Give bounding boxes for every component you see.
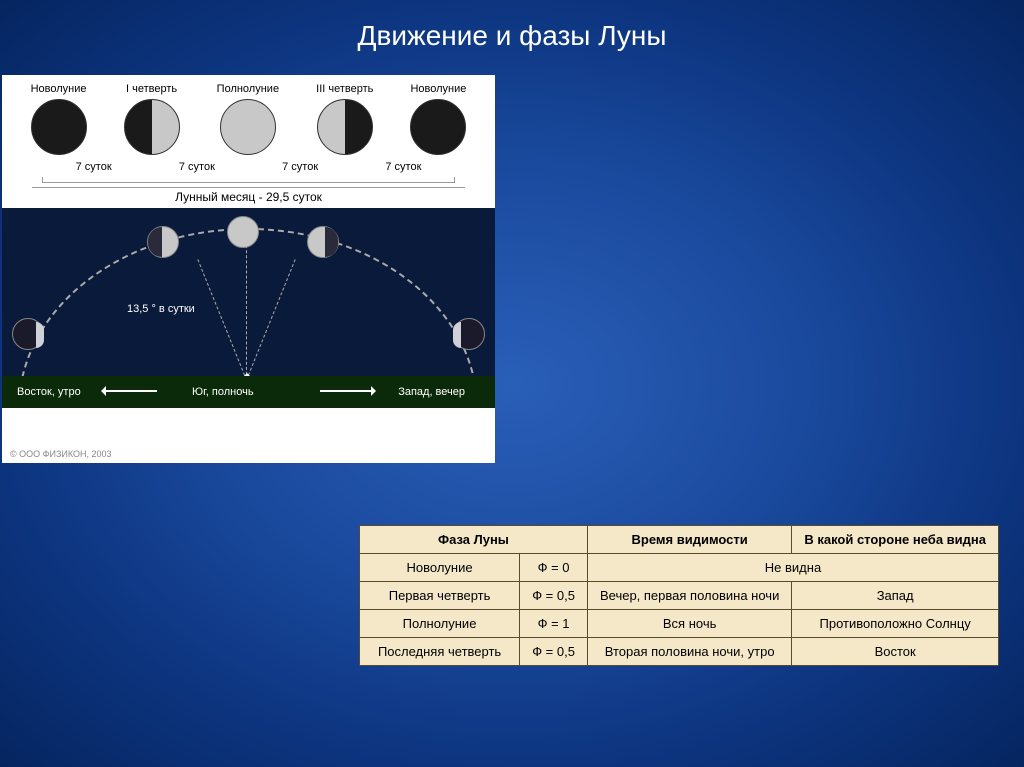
sky-moon-gibbous-2 [307,226,339,258]
ground-horizon: Восток, утро Юг, полночь Запад, вечер [2,376,495,408]
moon-new-icon [31,99,87,155]
cell-formula: Ф = 1 [520,610,588,638]
cell-formula: Ф = 0,5 [520,582,588,610]
cell-phase: Полнолуние [359,610,519,638]
moon-new-icon [410,99,466,155]
cell-time: Вся ночь [587,610,791,638]
table-header-row: Фаза Луны Время видимости В какой сторон… [359,526,998,554]
bracket-icon [42,175,455,183]
sky-moon-crescent-west [453,318,485,350]
header-side: В какой стороне неба видна [792,526,999,554]
phase-label: Новолуние [410,83,466,95]
phase-label: Новолуние [31,83,87,95]
moon-first-quarter-icon [124,99,180,155]
duration-label: 7 суток [282,161,318,173]
duration-label: 7 суток [385,161,421,173]
table-row: Новолуние Ф = 0 Не видна [359,554,998,582]
radial-line [246,235,247,380]
direction-west-label: Запад, вечер [398,386,465,398]
direction-south-label: Юг, полночь [192,386,254,398]
phase-label: Полнолуние [217,83,279,95]
sky-arc-diagram: 13,5 ° в сутки Восток, утро Юг, полночь … [2,208,495,408]
arrow-left-icon [102,390,157,392]
table-row: Первая четверть Ф = 0,5 Вечер, первая по… [359,582,998,610]
copyright-label: © ООО ФИЗИКОН, 2003 [10,449,112,459]
visibility-table: Фаза Луны Время видимости В какой сторон… [359,525,999,666]
direction-east-label: Восток, утро [17,386,81,398]
table-row: Полнолуние Ф = 1 Вся ночь Противоположно… [359,610,998,638]
cell-time: Вторая половина ночи, утро [587,638,791,666]
moon-third-quarter-icon [317,99,373,155]
phase-full-moon: Полнолуние [217,83,279,155]
cell-time: Не видна [587,554,998,582]
phase-row: Новолуние I четверть Полнолуние III четв… [2,75,495,159]
phase-new-moon-2: Новолуние [410,83,466,155]
header-phase: Фаза Луны [359,526,587,554]
cell-side: Запад [792,582,999,610]
cell-formula: Ф = 0,5 [520,638,588,666]
arrow-right-icon [320,390,375,392]
angle-per-day-label: 13,5 ° в сутки [127,303,195,315]
sky-moon-full [227,216,259,248]
cell-phase: Первая четверть [359,582,519,610]
cell-side: Противоположно Солнцу [792,610,999,638]
phase-third-quarter: III четверть [316,83,373,155]
table-row: Последняя четверть Ф = 0,5 Вторая полови… [359,638,998,666]
cell-formula: Ф = 0 [520,554,588,582]
moon-full-icon [220,99,276,155]
duration-label: 7 суток [76,161,112,173]
duration-label: 7 суток [179,161,215,173]
cell-phase: Новолуние [359,554,519,582]
phase-first-quarter: I четверть [124,83,180,155]
lunar-month-label: Лунный месяц - 29,5 суток [32,187,465,204]
phase-label: I четверть [124,83,180,95]
sky-moon-gibbous-1 [147,226,179,258]
cell-phase: Последняя четверть [359,638,519,666]
moon-phases-diagram: Новолуние I четверть Полнолуние III четв… [2,75,495,463]
phase-new-moon-1: Новолуние [31,83,87,155]
header-time: Время видимости [587,526,791,554]
duration-row: 7 суток 7 суток 7 суток 7 суток [2,159,495,175]
phase-label: III четверть [316,83,373,95]
cell-time: Вечер, первая половина ночи [587,582,791,610]
cell-side: Восток [792,638,999,666]
page-title: Движение и фазы Луны [0,0,1024,52]
sky-moon-crescent-east [12,318,44,350]
